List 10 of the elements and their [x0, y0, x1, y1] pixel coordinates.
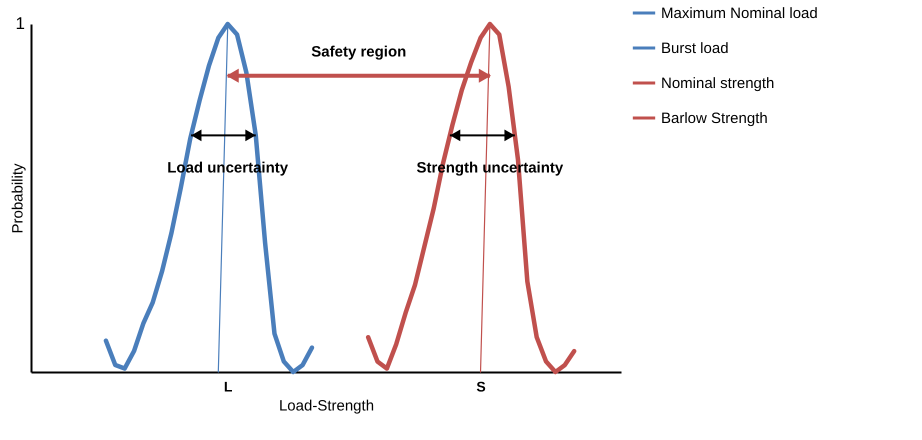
annotation: Safety region: [311, 44, 406, 61]
x-axis-title: Load-Strength: [278, 398, 374, 414]
legend-label: Maximum Nominal load: [661, 5, 818, 22]
x-tick-label: L: [224, 378, 233, 394]
x-tick-label: S: [476, 378, 486, 394]
y-axis-title: Probability: [10, 162, 26, 234]
legend-label: Nominal strength: [661, 75, 774, 92]
legend-label: Burst load: [661, 40, 729, 57]
text: 1: [16, 14, 25, 33]
legend-label: Barlow Strength: [661, 110, 768, 127]
